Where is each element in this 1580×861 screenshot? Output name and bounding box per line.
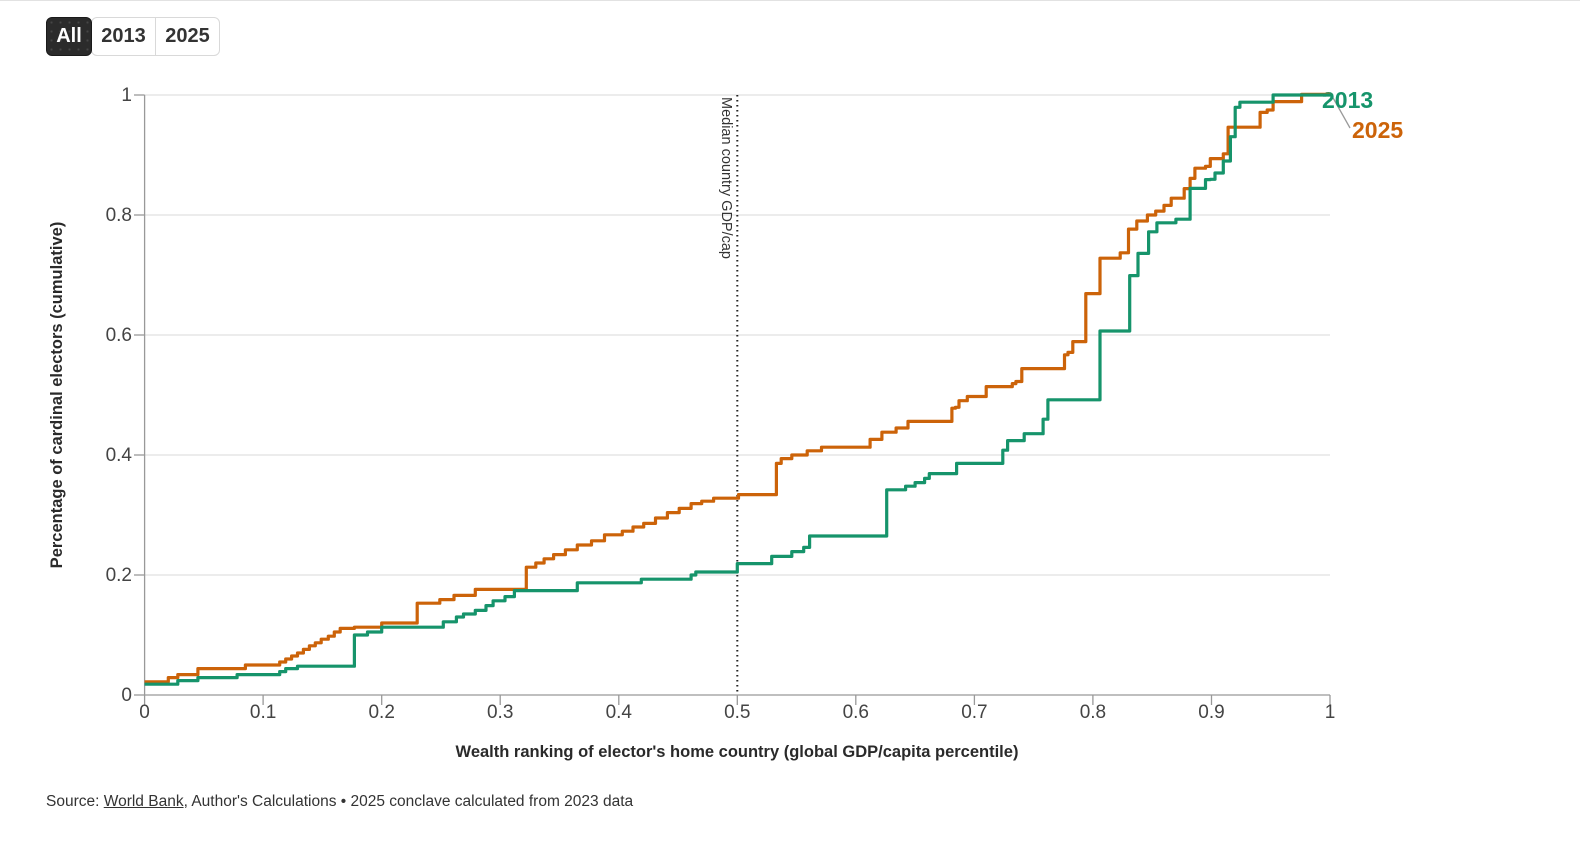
svg-text:0.8: 0.8 [1080,702,1106,723]
svg-text:0.4: 0.4 [106,445,133,466]
svg-text:Wealth ranking of elector's ho: Wealth ranking of elector's home country… [456,743,1019,761]
svg-text:0.9: 0.9 [1198,702,1224,723]
svg-text:0.5: 0.5 [724,702,750,723]
svg-text:0.6: 0.6 [843,702,869,723]
svg-text:0.2: 0.2 [368,702,394,723]
svg-text:0: 0 [121,685,132,706]
svg-text:0: 0 [139,702,150,723]
svg-text:0.2: 0.2 [106,565,132,586]
svg-text:0.3: 0.3 [487,702,513,723]
svg-text:0.6: 0.6 [106,325,132,346]
svg-text:0.1: 0.1 [250,702,276,723]
svg-text:Median country GDP/cap: Median country GDP/cap [718,97,734,259]
svg-text:0.8: 0.8 [106,205,132,226]
svg-text:2025: 2025 [1352,117,1403,143]
svg-text:1: 1 [1325,702,1336,723]
svg-text:0.7: 0.7 [961,702,987,723]
svg-text:2013: 2013 [1322,87,1373,113]
svg-text:1: 1 [121,85,132,106]
svg-text:Percentage of cardinal elector: Percentage of cardinal electors (cumulat… [48,222,66,569]
svg-text:0.4: 0.4 [606,702,633,723]
